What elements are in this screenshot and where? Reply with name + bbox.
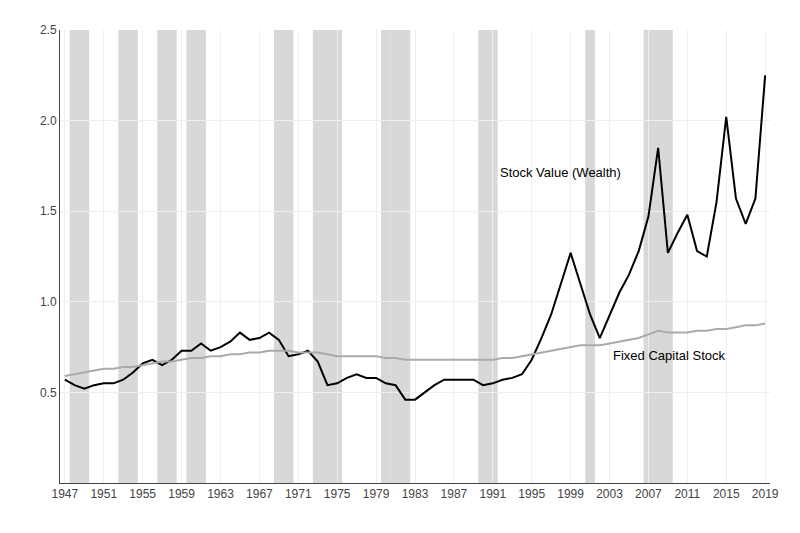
svg-text:1971: 1971: [285, 487, 312, 501]
svg-text:1.5: 1.5: [40, 204, 57, 218]
svg-text:2007: 2007: [635, 487, 662, 501]
svg-text:1991: 1991: [479, 487, 506, 501]
svg-text:1963: 1963: [207, 487, 234, 501]
svg-text:1975: 1975: [324, 487, 351, 501]
svg-text:1955: 1955: [129, 487, 156, 501]
svg-text:2015: 2015: [713, 487, 740, 501]
svg-text:1951: 1951: [90, 487, 117, 501]
svg-text:1983: 1983: [402, 487, 429, 501]
svg-text:2.5: 2.5: [40, 23, 57, 37]
svg-text:1987: 1987: [441, 487, 468, 501]
svg-text:1947: 1947: [52, 487, 79, 501]
svg-text:2019: 2019: [752, 487, 779, 501]
svg-text:0.5: 0.5: [40, 386, 57, 400]
svg-text:1967: 1967: [246, 487, 273, 501]
svg-text:2.0: 2.0: [40, 114, 57, 128]
svg-text:2003: 2003: [596, 487, 623, 501]
svg-text:1999: 1999: [557, 487, 584, 501]
svg-text:1959: 1959: [168, 487, 195, 501]
svg-text:Stock Value (Wealth): Stock Value (Wealth): [500, 165, 621, 180]
svg-text:2011: 2011: [674, 487, 700, 501]
svg-text:Fixed Capital Stock: Fixed Capital Stock: [613, 348, 725, 363]
svg-text:1979: 1979: [363, 487, 390, 501]
svg-text:1.0: 1.0: [40, 295, 57, 309]
svg-text:1995: 1995: [518, 487, 545, 501]
